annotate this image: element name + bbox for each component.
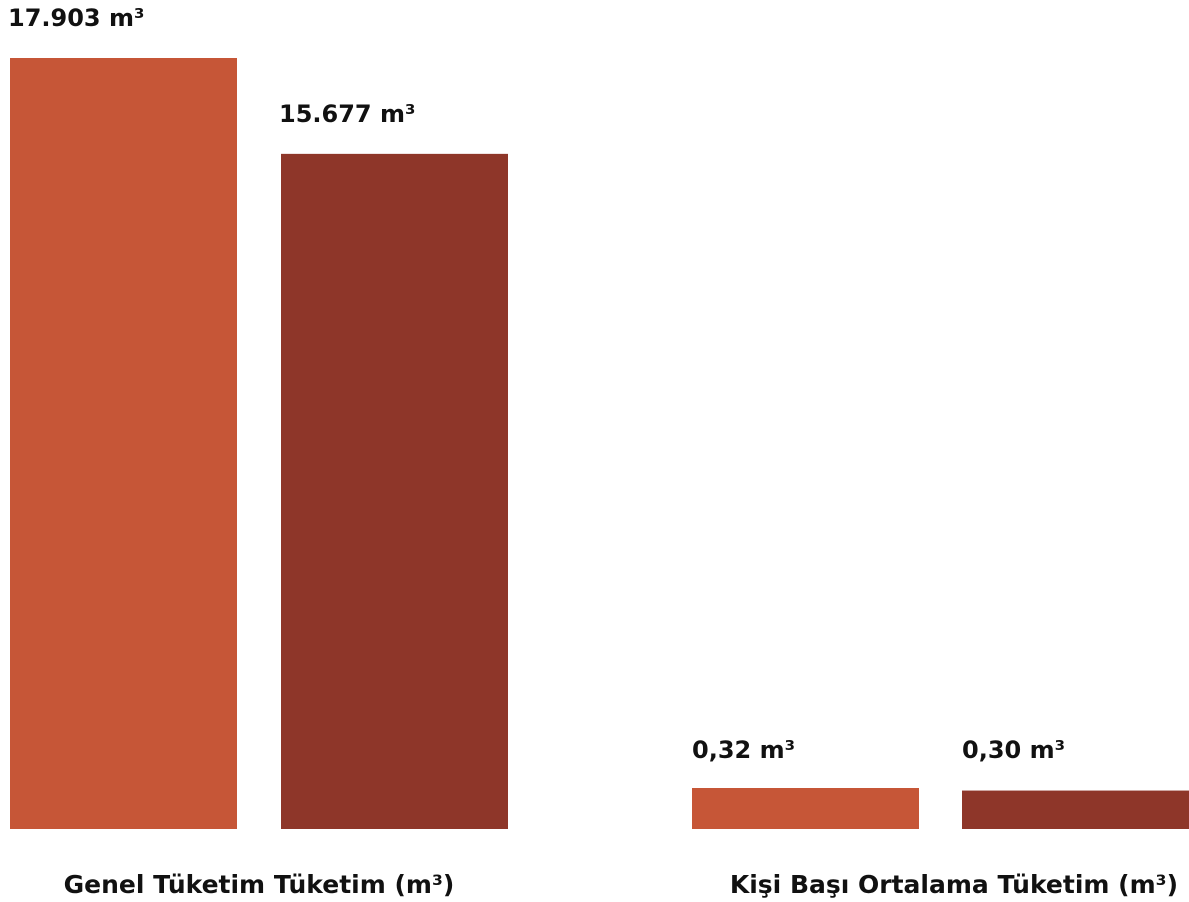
category-label-kisi-basi: Kişi Başı Ortalama Tüketim (m³) (730, 870, 1178, 899)
bar-genel-series-1 (10, 58, 237, 829)
bar-kisi-basi-series-2 (962, 790, 1189, 829)
category-label-genel: Genel Tüketim Tüketim (m³) (64, 870, 455, 899)
data-label-kisi-basi-series-2: 0,30 m³ (962, 736, 1065, 764)
data-label-genel-series-1: 17.903 m³ (8, 4, 145, 32)
data-label-genel-series-2: 15.677 m³ (279, 100, 416, 128)
data-label-kisi-basi-series-1: 0,32 m³ (692, 736, 795, 764)
chart-group-genel: 17.903 m³ 15.677 m³ Genel Tüketim Tüketi… (8, 4, 508, 899)
chart-group-kisi-basi: 0,32 m³ 0,30 m³ Kişi Başı Ortalama Tüket… (692, 736, 1189, 899)
bar-kisi-basi-series-1 (692, 788, 919, 829)
bar-genel-series-2 (281, 153, 508, 830)
